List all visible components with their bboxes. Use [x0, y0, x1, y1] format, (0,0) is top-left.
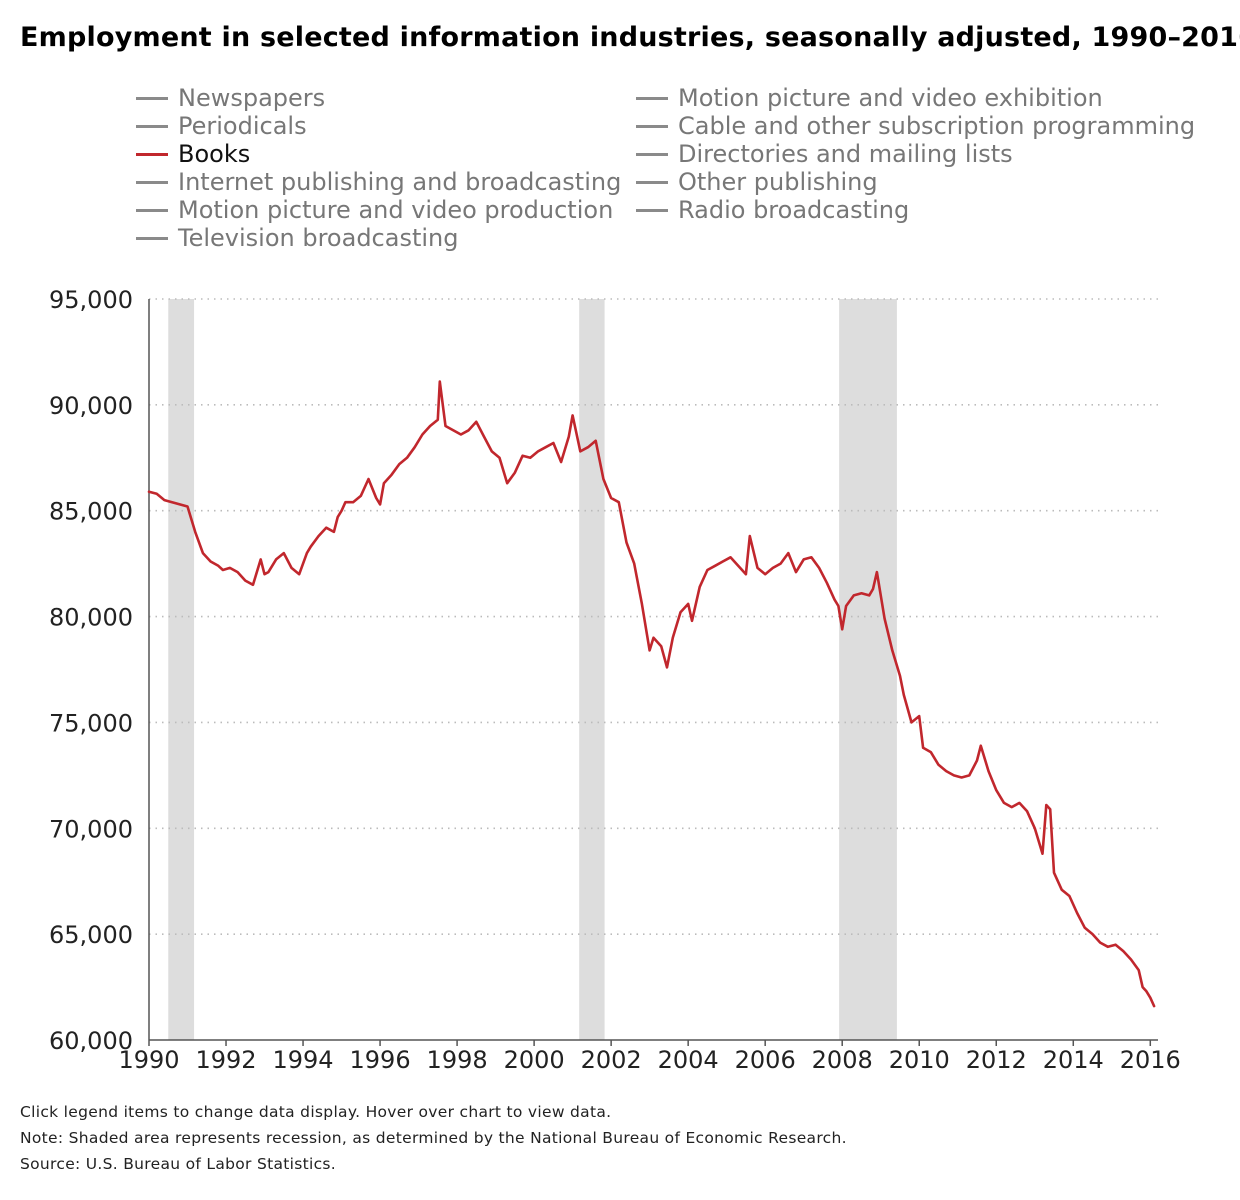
- recession-band: [168, 299, 195, 1040]
- legend-item[interactable]: Internet publishing and broadcasting: [136, 168, 621, 196]
- legend-swatch: [136, 124, 168, 128]
- legend-label: Periodicals: [178, 112, 307, 140]
- x-tick-label: 1998: [427, 1046, 488, 1074]
- legend-swatch: [136, 96, 168, 100]
- x-tick-label: 1990: [118, 1046, 179, 1074]
- legend-swatch: [636, 152, 668, 156]
- legend-label: Radio broadcasting: [678, 196, 910, 224]
- series-line-books: [147, 380, 1156, 1008]
- instructions-note: Click legend items to change data displa…: [20, 1103, 612, 1121]
- legend-swatch: [636, 124, 668, 128]
- legend-swatch: [136, 208, 168, 212]
- legend-item[interactable]: Cable and other subscription programming: [636, 112, 1195, 140]
- legend-label: Books: [178, 140, 251, 168]
- legend-item[interactable]: Other publishing: [636, 168, 878, 196]
- y-tick-label: 95,000: [49, 286, 133, 314]
- legend-item[interactable]: Radio broadcasting: [636, 196, 909, 224]
- legend-label: Television broadcasting: [178, 224, 459, 252]
- legend-item[interactable]: Television broadcasting: [136, 224, 458, 252]
- legend-label: Newspapers: [178, 84, 326, 112]
- x-tick-label: 1996: [350, 1046, 411, 1074]
- y-tick-label: 70,000: [49, 815, 133, 843]
- legend-swatch: [636, 208, 668, 212]
- legend-swatch: [136, 180, 168, 184]
- legend-item[interactable]: Periodicals: [136, 112, 307, 140]
- legend-swatch: [636, 180, 668, 184]
- legend-item[interactable]: Motion picture and video production: [136, 196, 613, 224]
- legend-item[interactable]: Books: [136, 140, 250, 168]
- x-tick-label: 2004: [658, 1046, 719, 1074]
- y-tick-label: 85,000: [49, 498, 133, 526]
- x-tick-label: 1992: [195, 1046, 256, 1074]
- chart-title: Employment in selected information indus…: [20, 22, 1240, 53]
- legend-item[interactable]: Motion picture and video exhibition: [636, 84, 1103, 112]
- y-tick-label: 90,000: [49, 392, 133, 420]
- x-tick-label: 2008: [812, 1046, 873, 1074]
- x-tick-label: 2010: [889, 1046, 950, 1074]
- x-tick-label: 2016: [1120, 1046, 1181, 1074]
- y-tick-label: 65,000: [49, 921, 133, 949]
- legend-label: Motion picture and video exhibition: [678, 84, 1103, 112]
- chart-svg[interactable]: 60,000 65,000 70,000 75,000 80,000 85,000 90,0…: [0, 0, 1240, 1100]
- x-tick-label: 2012: [966, 1046, 1027, 1074]
- recession-band: [839, 299, 897, 1040]
- legend-item[interactable]: Newspapers: [136, 84, 325, 112]
- x-tick-label: 1994: [273, 1046, 334, 1074]
- x-tick-label: 2006: [735, 1046, 796, 1074]
- legend-label: Motion picture and video production: [178, 196, 614, 224]
- legend-item[interactable]: Directories and mailing lists: [636, 140, 1013, 168]
- y-tick-label: 60,000: [49, 1027, 133, 1055]
- legend-swatch: [136, 236, 168, 240]
- legend-label: Internet publishing and broadcasting: [178, 168, 622, 196]
- recession-note: Note: Shaded area represents recession, …: [20, 1129, 847, 1147]
- y-tick-label: 75,000: [49, 709, 133, 737]
- y-tick-label: 80,000: [49, 604, 133, 632]
- legend-label: Cable and other subscription programming: [678, 112, 1196, 140]
- x-tick-label: 2014: [1043, 1046, 1104, 1074]
- legend-swatch: [636, 96, 668, 100]
- legend-swatch: [136, 152, 168, 156]
- x-tick-label: 2000: [504, 1046, 565, 1074]
- legend-label: Directories and mailing lists: [678, 140, 1013, 168]
- source-note: Source: U.S. Bureau of Labor Statistics.: [20, 1155, 337, 1173]
- recession-band: [579, 299, 605, 1040]
- x-tick-label: 2002: [581, 1046, 642, 1074]
- legend-label: Other publishing: [678, 168, 878, 196]
